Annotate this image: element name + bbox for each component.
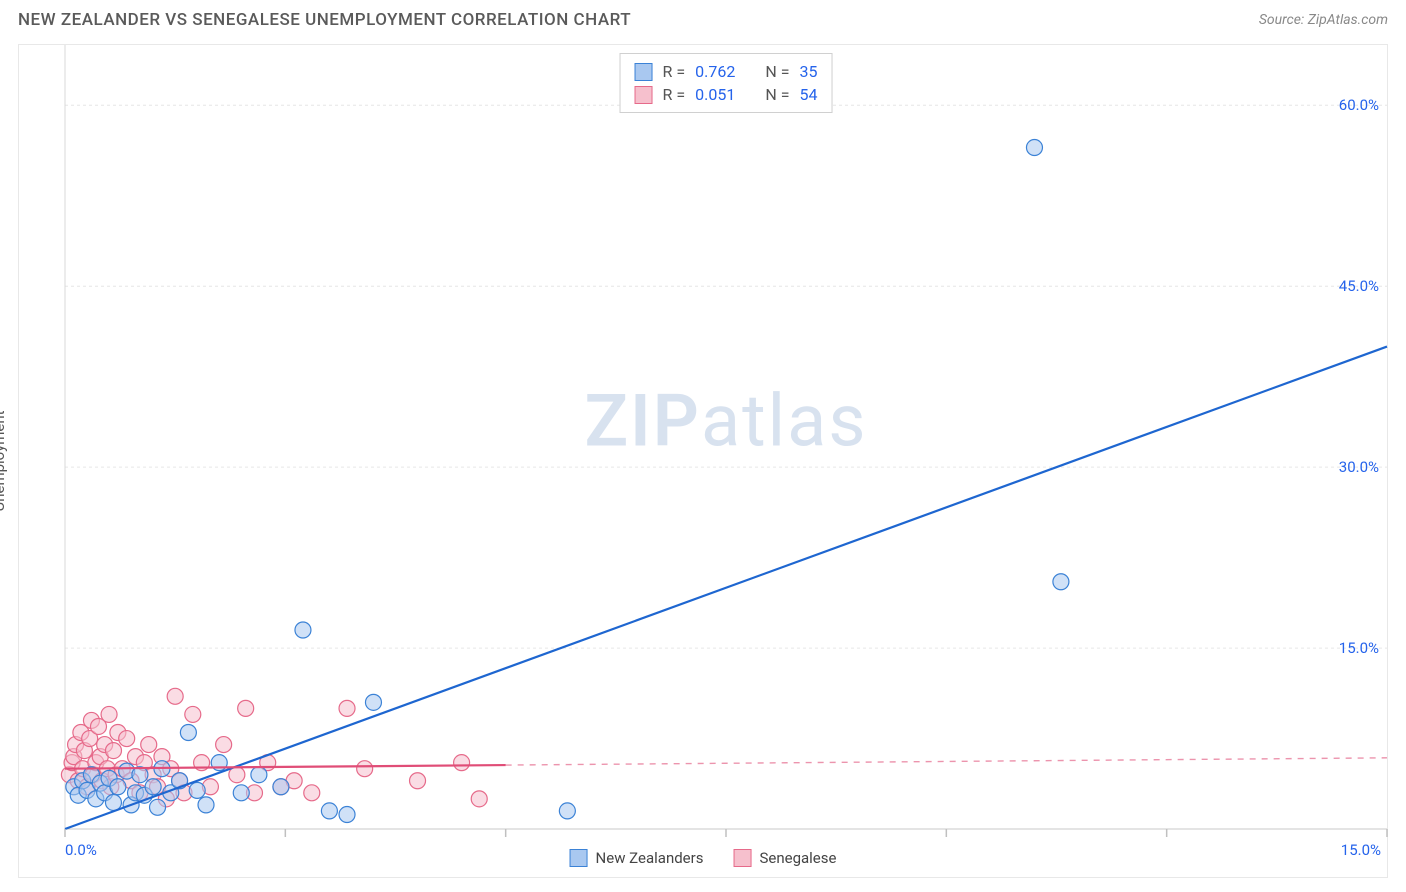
y-axis-label: Unemployment (0, 410, 8, 511)
legend-label-pink: Senegalese (759, 849, 836, 867)
legend-item-pink: Senegalese (733, 849, 836, 867)
chart-svg (65, 45, 1387, 829)
y-tick-label: 30.0% (1339, 458, 1379, 476)
swatch-pink-icon (733, 849, 751, 867)
x-axis-min-label: 0.0% (65, 841, 97, 859)
source-attribution: Source: ZipAtlas.com (1259, 12, 1388, 28)
swatch-blue-icon (570, 849, 588, 867)
swatch-blue-icon (635, 63, 653, 81)
stats-legend-box: R = 0.762 N = 35 R = 0.051 N = 54 (620, 53, 833, 113)
legend-label-blue: New Zealanders (596, 849, 704, 867)
plot-area: ZIPatlas R = 0.762 N = 35 R = 0.051 (65, 45, 1387, 829)
bottom-legend: New Zealanders Senegalese (570, 849, 837, 867)
y-tick-label: 15.0% (1339, 639, 1379, 657)
stats-row-blue: R = 0.762 N = 35 (635, 60, 818, 83)
x-axis-max-label: 15.0% (1341, 841, 1381, 859)
swatch-pink-icon (635, 86, 653, 104)
y-tick-label: 45.0% (1339, 277, 1379, 295)
y-tick-label: 60.0% (1339, 96, 1379, 114)
chart-container: Unemployment ZIPatlas R = 0.762 N = 35 R (18, 44, 1388, 878)
chart-title: NEW ZEALANDER VS SENEGALESE UNEMPLOYMENT… (18, 10, 631, 30)
legend-item-blue: New Zealanders (570, 849, 704, 867)
stats-row-pink: R = 0.051 N = 54 (635, 83, 818, 106)
